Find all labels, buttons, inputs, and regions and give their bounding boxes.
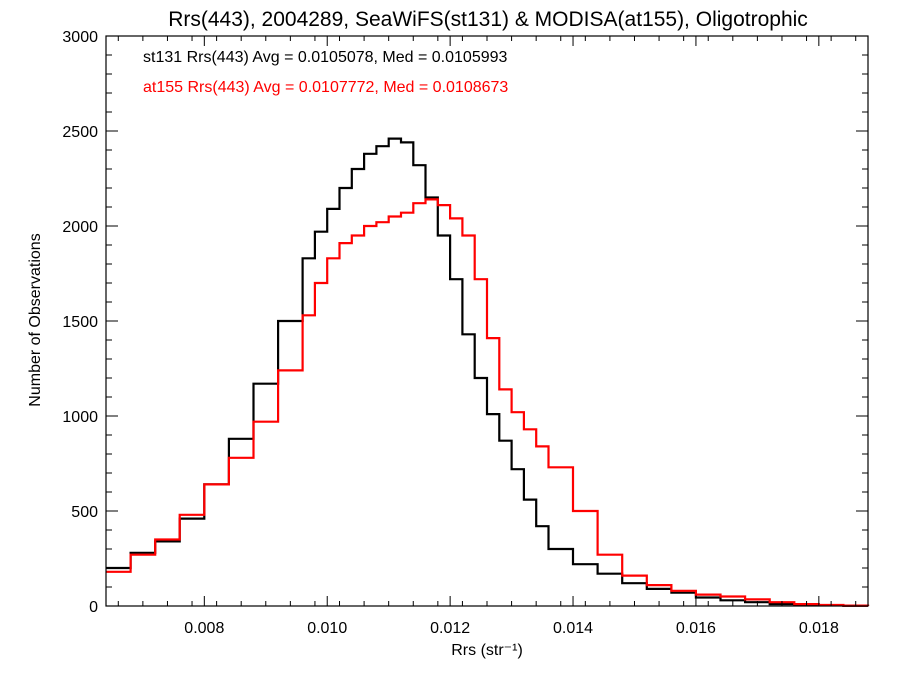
x-tick-label-1: 0.010 [307,620,347,637]
x-tick-label-3: 0.014 [553,620,593,637]
annotation-at155: at155 Rrs(443) Avg = 0.0107772, Med = 0.… [143,79,508,96]
y-tick-label-1: 500 [71,504,98,521]
x-axis-label: Rrs (str⁻¹) [451,642,523,659]
y-axis-label: Number of Observations [27,233,44,406]
x-tick-label-0: 0.008 [184,620,224,637]
x-tick-label-5: 0.018 [799,620,839,637]
y-tick-label-0: 0 [89,599,98,616]
series-line-0 [106,137,870,607]
y-tick-label-6: 3000 [62,29,98,46]
y-tick-label-4: 2000 [62,219,98,236]
chart-title: Rrs(443), 2004289, SeaWiFS(st131) & MODI… [168,8,808,31]
series-line-1 [106,198,870,607]
y-tick-label-5: 2500 [62,124,98,141]
x-tick-label-2: 0.012 [430,620,470,637]
y-tick-label-3: 1500 [62,314,98,331]
x-tick-label-4: 0.016 [676,620,716,637]
annotation-st131: st131 Rrs(443) Avg = 0.0105078, Med = 0.… [143,49,508,66]
y-tick-label-2: 1000 [62,409,98,426]
